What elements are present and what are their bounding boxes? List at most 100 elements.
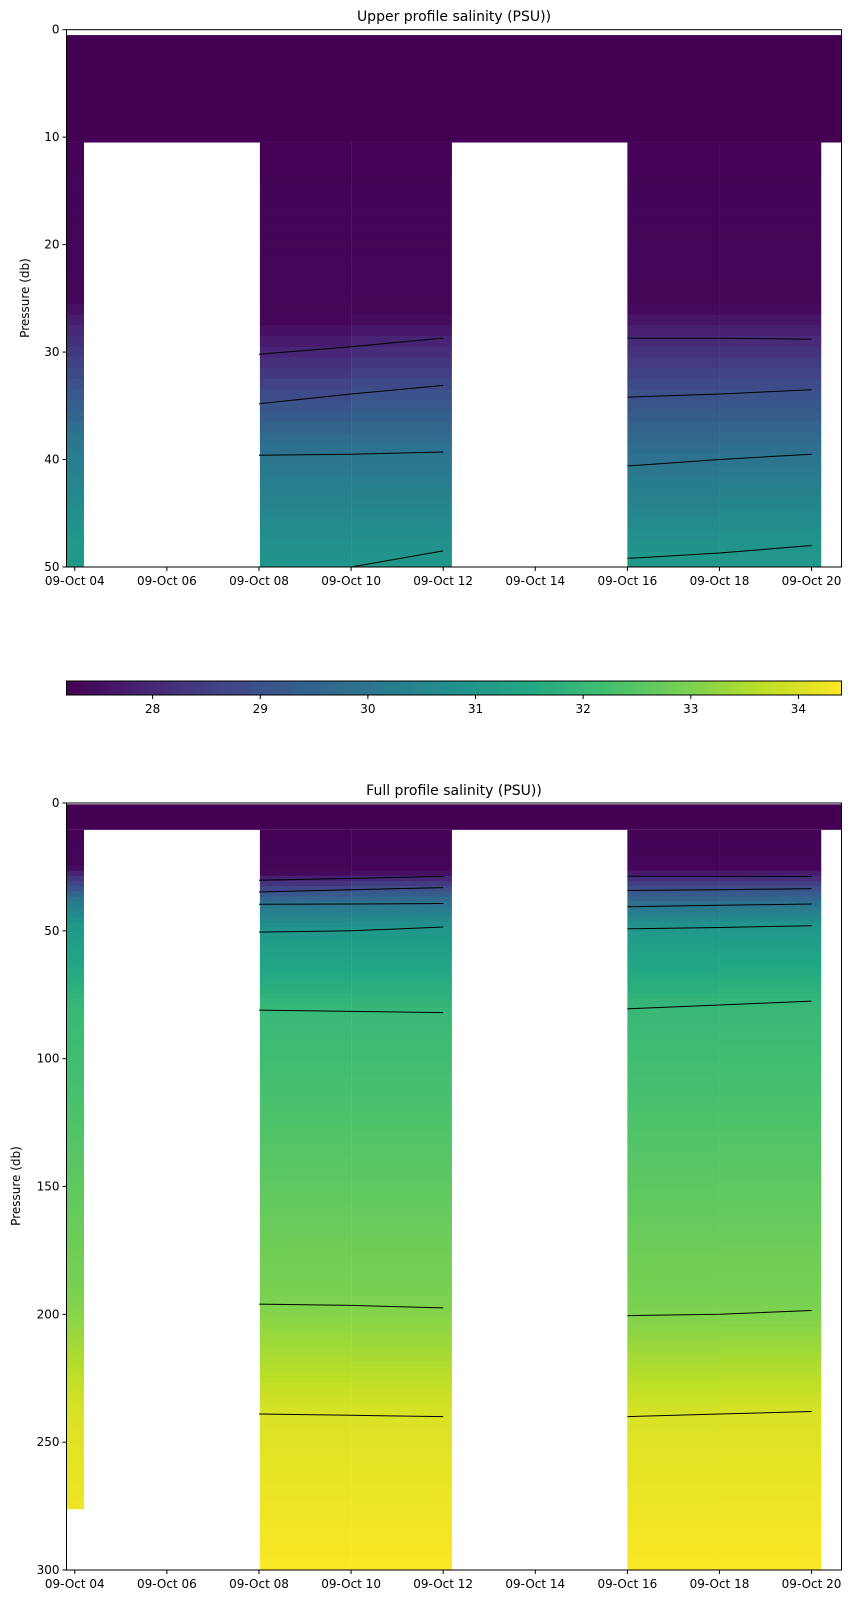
heatmap-cell — [719, 1448, 822, 1455]
heatmap-cell — [627, 1428, 720, 1434]
heatmap-cell — [351, 1054, 452, 1061]
heatmap-cell — [627, 911, 720, 918]
heatmap-cell — [719, 860, 822, 867]
heatmap-cell — [627, 357, 720, 369]
x-tick-label: 09-Oct 08 — [229, 1577, 289, 1591]
heatmap-cell — [719, 1167, 822, 1174]
x-tick-label: 09-Oct 20 — [782, 574, 842, 588]
heatmap-cell — [627, 378, 720, 391]
heatmap-cell — [351, 303, 452, 316]
heatmap-cell — [719, 1116, 822, 1122]
heatmap-cell — [627, 1566, 720, 1570]
heatmap-cell — [259, 886, 352, 892]
heatmap-cell — [719, 325, 822, 337]
heatmap-cell — [259, 282, 352, 294]
heatmap-cell — [719, 1019, 822, 1025]
heatmap-cell — [259, 1361, 352, 1368]
heatmap-cell — [351, 142, 452, 154]
heatmap-cell — [627, 1192, 720, 1199]
heatmap-cell — [351, 1151, 452, 1158]
heatmap-cell — [259, 518, 352, 530]
colorbar-tick-label: 30 — [360, 702, 375, 716]
heatmap-cell — [259, 1351, 352, 1358]
heatmap-cell — [627, 1295, 720, 1301]
heatmap-cell — [66, 1443, 84, 1450]
heatmap-cell — [351, 1249, 452, 1255]
heatmap-cell — [66, 840, 84, 846]
heatmap-cell — [627, 1177, 720, 1184]
heatmap-cell — [719, 1458, 822, 1465]
heatmap-cell — [627, 1448, 720, 1455]
heatmap-cell — [627, 1499, 720, 1506]
heatmap-cell — [627, 1530, 720, 1537]
heatmap-cell — [627, 967, 720, 974]
heatmap-cell — [627, 1469, 720, 1475]
heatmap-cell — [351, 1520, 452, 1526]
heatmap-cell — [66, 164, 84, 176]
heatmap-cell — [627, 845, 720, 851]
heatmap-cell — [66, 1504, 84, 1510]
heatmap-cell — [259, 1254, 352, 1260]
heatmap-cell — [259, 164, 352, 176]
heatmap-cell — [351, 1499, 452, 1506]
heatmap-cell — [351, 1443, 452, 1450]
heatmap-cell — [627, 1105, 720, 1112]
heatmap-cell — [627, 1453, 720, 1460]
heatmap-cell — [719, 1376, 822, 1383]
heatmap-cell — [66, 870, 84, 877]
heatmap-cell — [351, 947, 452, 954]
heatmap-cell — [66, 389, 84, 402]
heatmap-cell — [259, 325, 352, 337]
colorbar-tick-label: 31 — [468, 702, 483, 716]
heatmap-cell — [66, 1479, 84, 1485]
heatmap-cell — [259, 1561, 352, 1567]
heatmap-cell — [259, 1499, 352, 1506]
heatmap-cell — [259, 346, 352, 359]
heatmap-cell — [351, 153, 452, 165]
heatmap-cell — [66, 1366, 84, 1373]
heatmap-cell — [259, 1453, 352, 1460]
heatmap-cell — [351, 1244, 452, 1250]
heatmap-cell — [66, 196, 84, 208]
heatmap-cell — [719, 916, 822, 923]
heatmap-cell — [627, 443, 720, 455]
colorbar-tick-label: 29 — [253, 702, 268, 716]
heatmap-cell — [627, 1376, 720, 1383]
y-tick-label: 150 — [37, 1180, 60, 1194]
heatmap-cell — [351, 942, 452, 949]
heatmap-cell — [259, 378, 352, 391]
heatmap-cell — [259, 860, 352, 867]
contour-line-33 — [258, 1303, 444, 1309]
heatmap-cell — [719, 1008, 822, 1015]
contour-line-28 — [258, 875, 444, 881]
heatmap-cell — [627, 1284, 720, 1291]
heatmap-cell — [66, 325, 84, 337]
contour-line-31 — [627, 925, 812, 930]
heatmap-cell — [719, 303, 822, 316]
heatmap-cell — [259, 906, 352, 913]
x-tick-label: 09-Oct 20 — [782, 1577, 842, 1591]
heatmap-cell — [627, 1146, 720, 1153]
heatmap-cell — [351, 507, 452, 520]
heatmap-cell — [66, 937, 84, 943]
heatmap-cell — [719, 153, 822, 165]
heatmap-cell — [351, 1463, 452, 1470]
heatmap-cell — [627, 529, 720, 541]
x-tick-label: 09-Oct 18 — [690, 574, 750, 588]
heatmap-cell — [719, 1223, 822, 1230]
heatmap-cell — [351, 880, 452, 887]
heatmap-cell — [719, 1269, 822, 1276]
heatmap-cell — [719, 314, 822, 326]
heatmap-cell — [719, 1428, 822, 1434]
heatmap-cell — [719, 957, 822, 964]
contour-line-30 — [258, 903, 444, 905]
heatmap-cell — [351, 1453, 452, 1460]
heatmap-cell — [719, 1065, 822, 1071]
heatmap-cell — [719, 282, 822, 294]
heatmap-cell — [351, 1540, 452, 1547]
heatmap-cell — [259, 1290, 352, 1296]
heatmap-cell — [719, 1438, 822, 1445]
heatmap-cell — [627, 1080, 720, 1087]
heatmap-cell — [351, 1223, 452, 1230]
heatmap-cell — [627, 1249, 720, 1255]
